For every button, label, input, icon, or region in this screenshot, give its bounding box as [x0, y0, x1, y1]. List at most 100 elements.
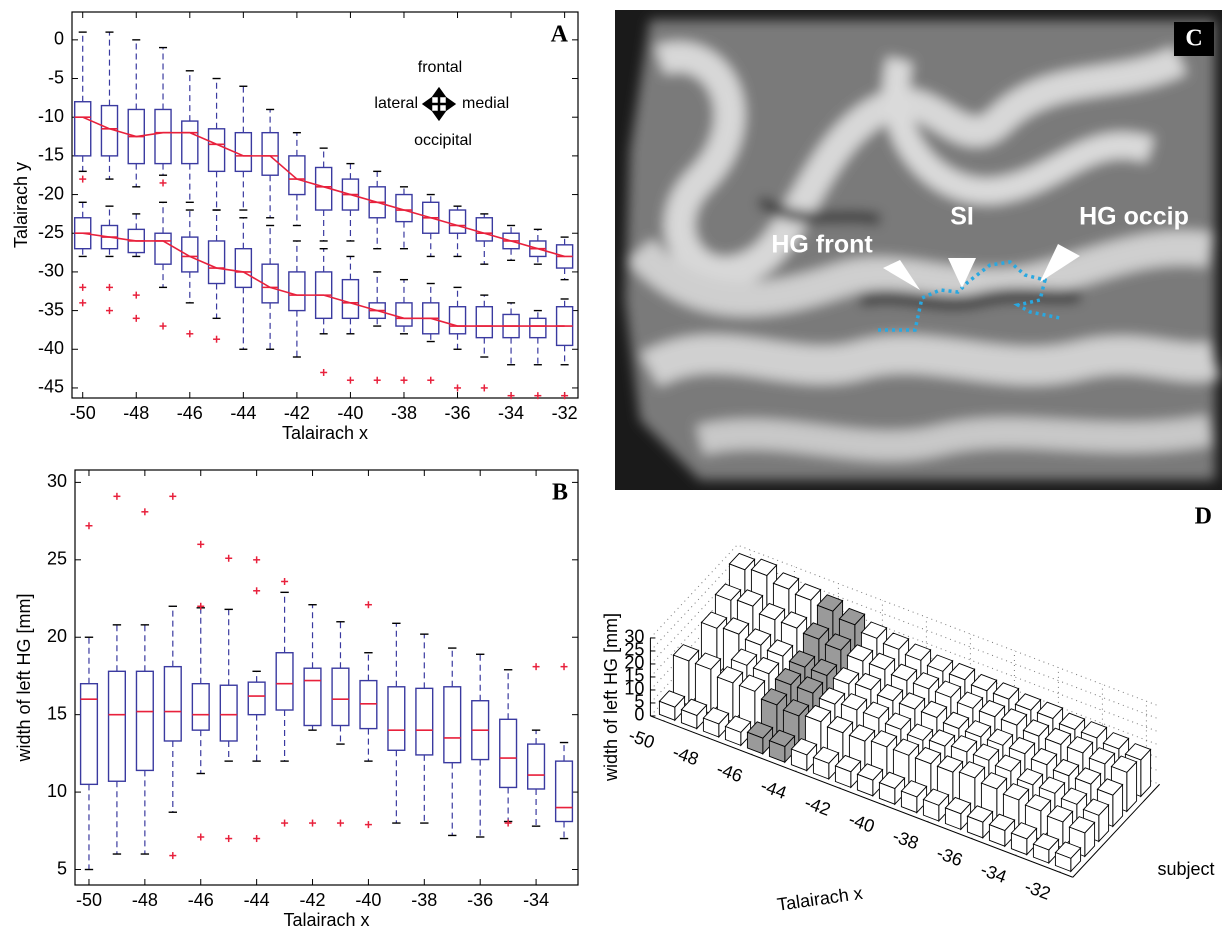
outlier: [336, 819, 344, 827]
y-tick-label: -20: [38, 183, 64, 203]
outlier: [400, 376, 408, 384]
x-tick-label: -40: [355, 890, 381, 910]
y-tick-label: -30: [38, 261, 64, 281]
y-tick-label: -25: [38, 222, 64, 242]
box: [79, 682, 99, 786]
x-tick-label: -46: [188, 890, 214, 910]
arrow: [948, 258, 976, 288]
bar-front: [1010, 832, 1028, 856]
panel-label-bg: [1174, 22, 1214, 56]
z-axis-label: width of left HG [mm]: [601, 613, 621, 782]
x-tick-label: -32: [552, 403, 578, 423]
outlier: [197, 833, 205, 841]
box: [219, 684, 238, 742]
box: [387, 686, 406, 751]
bar: [812, 746, 840, 781]
bar-front: [658, 700, 676, 721]
box: [331, 667, 350, 727]
bar: [900, 780, 928, 814]
outlier: [105, 283, 113, 291]
box: [275, 652, 294, 711]
x-tick-label: -50: [626, 725, 657, 753]
box: [247, 681, 266, 716]
box: [475, 306, 494, 339]
box: [107, 670, 126, 782]
box: [554, 760, 574, 823]
box: [207, 128, 226, 173]
x-tick-label: -50: [70, 403, 96, 423]
outlier: [480, 384, 488, 392]
y-tick-label: -5: [48, 67, 64, 87]
box: [341, 278, 360, 320]
box: [527, 743, 546, 790]
y-tick-label: 10: [47, 781, 67, 801]
box: [261, 131, 279, 176]
x-tick-label: -42: [284, 403, 310, 423]
y-tick-label: 30: [47, 471, 67, 491]
bar-front: [878, 782, 896, 805]
panel-label: D: [1195, 504, 1212, 530]
image-annotation: HG occip: [1079, 203, 1189, 231]
x-tick-label: -44: [758, 775, 789, 803]
box: [529, 317, 547, 339]
outlier: [454, 384, 462, 392]
bar-front: [680, 709, 698, 730]
bar-front: [900, 790, 918, 814]
box: [448, 306, 467, 335]
outlier: [320, 368, 328, 376]
x-tick-label: -34: [523, 890, 549, 910]
outlier: [85, 522, 93, 530]
outlier: [427, 376, 435, 384]
x-axis-label: Talairach x: [282, 423, 368, 443]
y-tick-label: -35: [38, 299, 64, 319]
bar-front: [988, 824, 1006, 847]
outlier: [225, 835, 233, 843]
outlier: [281, 577, 289, 585]
image-annotation: SI: [950, 203, 974, 231]
y-tick-label: 25: [47, 549, 67, 569]
box: [181, 236, 199, 273]
box: [234, 131, 253, 173]
outlier: [79, 175, 87, 183]
arrow: [1040, 244, 1080, 282]
y-tick-label: -10: [38, 106, 64, 126]
bar-front: [702, 717, 720, 738]
y-tick-label: 15: [47, 703, 67, 723]
x-tick-label: -44: [244, 890, 270, 910]
bar: [680, 698, 708, 730]
box: [303, 667, 322, 727]
brain-tissue: [625, 20, 1221, 480]
mri-image: [615, 10, 1222, 490]
outlier: [346, 376, 354, 384]
box: [73, 101, 92, 157]
box: [163, 665, 182, 742]
x-axis-label: Talairach x: [283, 910, 369, 930]
x-tick-label: -34: [978, 859, 1009, 887]
x-tick-label: -42: [802, 792, 833, 820]
box: [181, 120, 199, 165]
bar: [694, 652, 722, 715]
box: [207, 240, 226, 285]
bar: [1010, 822, 1038, 856]
plot-frame: [74, 469, 579, 886]
x-tick-label: -40: [846, 809, 877, 837]
x-tick-label: -38: [391, 403, 417, 423]
outlier: [159, 322, 167, 330]
bar-front: [1054, 851, 1072, 873]
image-annotation: HG front: [771, 231, 873, 259]
box: [135, 670, 154, 772]
outlier: [253, 587, 261, 595]
median-line: [82, 232, 565, 327]
outlier: [364, 821, 372, 829]
x-tick-label: -48: [670, 742, 701, 770]
y-axis-label: subject: [1157, 859, 1214, 879]
box: [395, 302, 413, 327]
box: [234, 248, 253, 289]
outlier: [132, 314, 140, 322]
box: [191, 682, 210, 731]
y-tick-label: 20: [47, 626, 67, 646]
outlier: [560, 663, 568, 671]
y-axis: [1072, 783, 1160, 878]
outlier: [281, 819, 289, 827]
z-tick-label: 25: [624, 640, 644, 660]
